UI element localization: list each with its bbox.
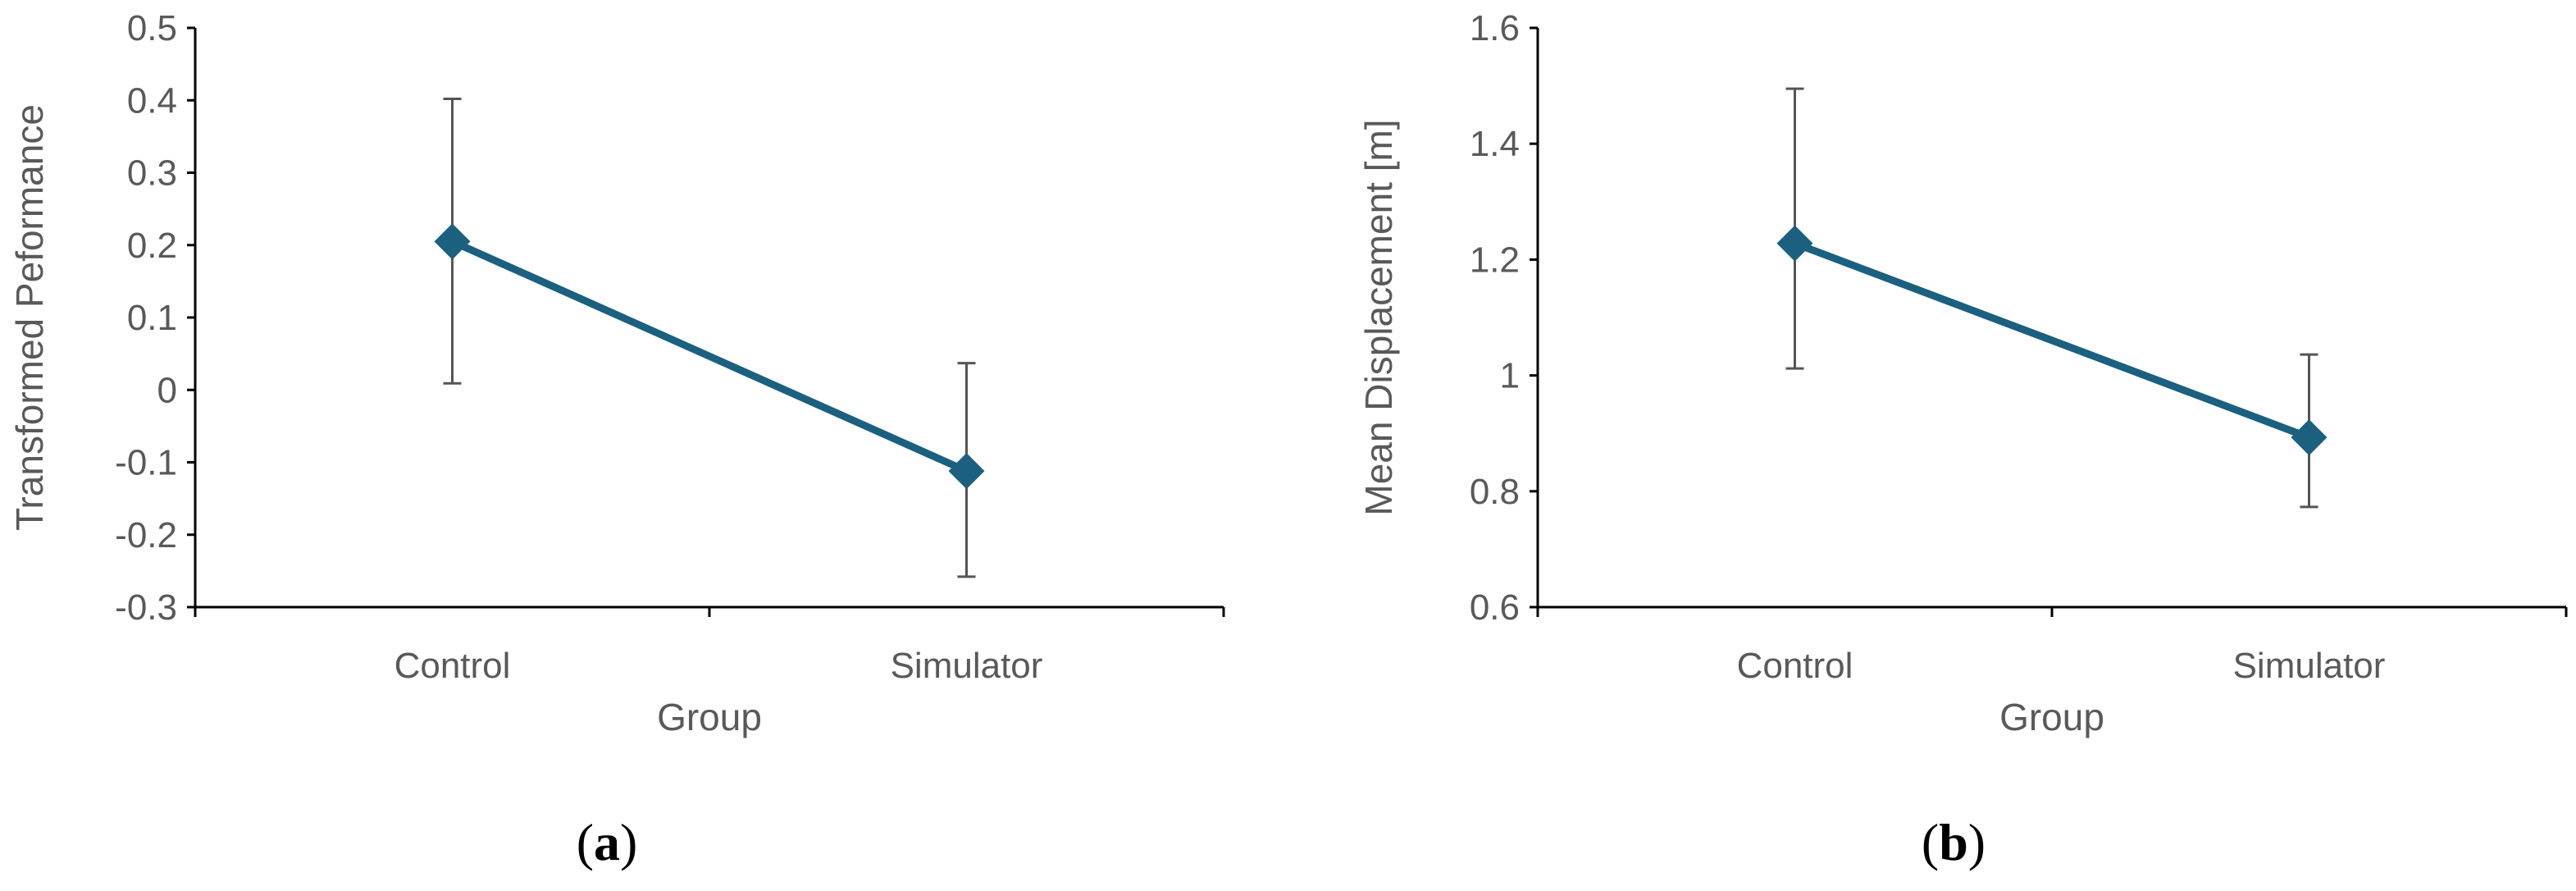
- panel-label: (b): [1922, 813, 1986, 871]
- data-point-marker: [948, 453, 985, 490]
- y-tick-label: 0.5: [127, 8, 177, 48]
- y-ticks: 0.5 0.4 0.3 0.2 0.1 0 -0.1 -0.2 -0.3: [115, 8, 195, 628]
- y-axis-title: Mean Displacement [m]: [1357, 119, 1400, 515]
- x-axis-title: Group: [1999, 696, 2104, 738]
- data-point-marker: [1776, 225, 1813, 262]
- y-tick-label: 0.8: [1470, 472, 1520, 512]
- y-tick-label: 0.6: [1470, 587, 1520, 628]
- y-tick-label: 0.4: [127, 80, 177, 121]
- y-tick-label: 1: [1500, 356, 1520, 396]
- error-bars: [443, 97, 976, 578]
- y-tick-label: -0.3: [115, 587, 177, 628]
- y-tick-label: 1.6: [1470, 8, 1520, 48]
- data-series: [434, 223, 985, 490]
- x-ticks: Control Simulator: [194, 607, 1225, 686]
- x-tick-label: Control: [394, 646, 511, 686]
- data-point-marker: [434, 223, 471, 260]
- x-ticks: Control Simulator: [1536, 607, 2568, 686]
- y-axis-title: Transformed Peformance: [8, 104, 51, 531]
- series-line: [1793, 240, 2311, 441]
- error-bars: [1785, 87, 2318, 509]
- chart-panel-a: 0.5 0.4 0.3 0.2 0.1 0 -0.1 -0.2 -0.3 Control Simu…: [8, 8, 1225, 871]
- y-tick-label: -0.1: [115, 443, 177, 483]
- chart-panel-b: 1.61.41.210.80.6 Control Simulator Group …: [1357, 8, 2568, 871]
- y-tick-label: 0: [157, 370, 177, 410]
- x-tick-label: Simulator: [2233, 646, 2386, 686]
- data-point-marker: [2291, 419, 2328, 456]
- y-ticks: 1.6 1.4 1.2 1 0.8 0.6: [1470, 8, 1538, 628]
- panel-label: (a): [577, 813, 638, 871]
- series-line: [450, 238, 969, 475]
- x-axis-title: Group: [657, 696, 762, 738]
- data-series: [1776, 225, 2328, 456]
- x-tick-label: Control: [1737, 646, 1853, 686]
- y-tick-label: -0.2: [115, 515, 177, 555]
- y-tick-label: 0.1: [127, 298, 177, 338]
- y-tick-label: 1.4: [1470, 124, 1520, 164]
- y-tick-label: 0.3: [127, 153, 177, 194]
- x-tick-label: Simulator: [891, 646, 1043, 686]
- y-tick-label: 1.2: [1470, 240, 1520, 280]
- y-tick-label: 0.2: [127, 226, 177, 266]
